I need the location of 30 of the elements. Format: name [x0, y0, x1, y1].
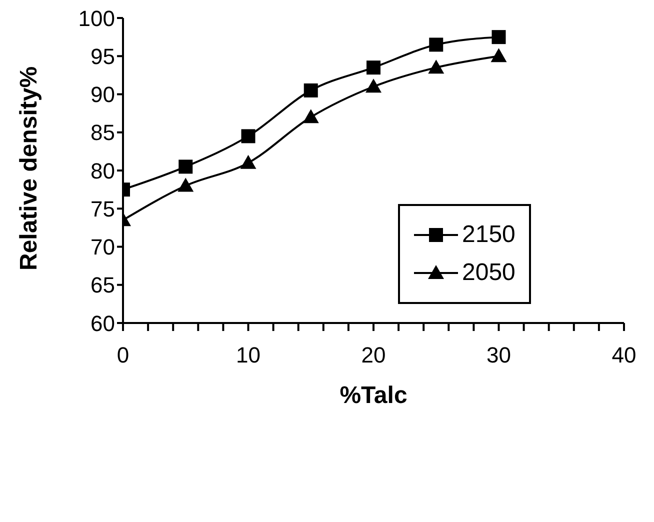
y-tick-label: 75: [90, 196, 115, 222]
point: [492, 30, 506, 44]
y-tick-label: 60: [90, 310, 115, 336]
point: [366, 78, 382, 93]
legend-label: 2050: [462, 259, 516, 287]
point: [366, 60, 380, 75]
point: [178, 160, 193, 174]
x-axis-title: %Talc: [340, 382, 408, 409]
point: [178, 178, 194, 192]
y-tick-label: 80: [90, 158, 115, 184]
point: [429, 38, 444, 52]
x-tick-label: 10: [236, 342, 260, 368]
point: [302, 109, 319, 124]
y-tick-label: 100: [78, 6, 115, 31]
point: [241, 129, 256, 144]
y-tick-label: 65: [90, 272, 115, 298]
point: [240, 154, 256, 169]
x-tick-label: 20: [361, 342, 386, 368]
x-tick-label: 0: [116, 342, 130, 368]
x-tick-label: 40: [612, 342, 636, 368]
point: [490, 48, 507, 62]
x-tick-label: 30: [486, 342, 511, 368]
y-tick-label: 95: [90, 44, 115, 69]
y-axis-title: Relative density%: [16, 66, 43, 270]
point: [428, 60, 444, 74]
y-tick-label: 85: [90, 120, 115, 146]
point: [304, 83, 318, 98]
y-tick-label: 90: [90, 82, 115, 108]
y-tick-label: 70: [90, 234, 115, 260]
legend-label: 2150: [462, 221, 516, 249]
